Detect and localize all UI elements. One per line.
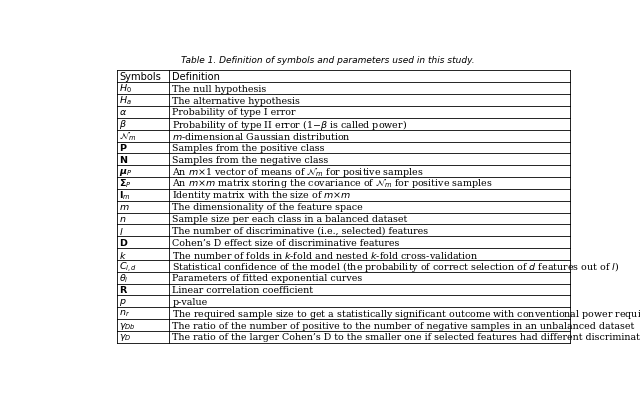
Text: Probability of type I error: Probability of type I error — [172, 108, 296, 117]
Text: $n_r$: $n_r$ — [119, 308, 131, 319]
Text: The ratio of the number of positive to the number of negative samples in an unba: The ratio of the number of positive to t… — [172, 321, 634, 330]
Text: Sample size per each class in a balanced dataset: Sample size per each class in a balanced… — [172, 215, 408, 223]
Text: $k$: $k$ — [119, 249, 127, 260]
Text: Symbols: Symbols — [119, 72, 161, 82]
Text: Samples from the positive class: Samples from the positive class — [172, 144, 324, 152]
Text: N: N — [119, 156, 127, 164]
Text: The required sample size to get a statistically significant outcome with convent: The required sample size to get a statis… — [172, 306, 640, 320]
Text: $m$: $m$ — [119, 203, 130, 212]
Text: Identity matrix with the size of $m$×$m$: Identity matrix with the size of $m$×$m$ — [172, 189, 351, 202]
Text: $\gamma_D$: $\gamma_D$ — [119, 332, 132, 342]
Text: $l$: $l$ — [119, 225, 124, 236]
Text: The ratio of the larger Cohen’s D to the smaller one if selected features had di: The ratio of the larger Cohen’s D to the… — [172, 332, 640, 342]
Text: $H_a$: $H_a$ — [119, 95, 132, 107]
Text: $\boldsymbol{\mu}_P$: $\boldsymbol{\mu}_P$ — [119, 166, 132, 177]
Text: $\boldsymbol{\Sigma}_P$: $\boldsymbol{\Sigma}_P$ — [119, 177, 132, 190]
Text: The number of discriminative (i.e., selected) features: The number of discriminative (i.e., sele… — [172, 226, 428, 235]
Text: $\theta_i$: $\theta_i$ — [119, 272, 129, 284]
Text: p-value: p-value — [172, 297, 207, 306]
Text: The number of folds in $k$-fold and nested $k$-fold cross-validation: The number of folds in $k$-fold and nest… — [172, 249, 479, 260]
Text: $p$: $p$ — [119, 296, 127, 307]
Text: D: D — [119, 238, 127, 247]
Text: $\mathbf{I}_m$: $\mathbf{I}_m$ — [119, 189, 131, 202]
Text: Linear correlation coefficient: Linear correlation coefficient — [172, 286, 313, 294]
Text: An $m$×1 vector of means of $\mathcal{N}_m$ for positive samples: An $m$×1 vector of means of $\mathcal{N}… — [172, 165, 424, 178]
Text: Definition: Definition — [172, 72, 220, 82]
Text: Cohen’s D effect size of discriminative features: Cohen’s D effect size of discriminative … — [172, 238, 399, 247]
Text: R: R — [119, 286, 127, 294]
Text: The null hypothesis: The null hypothesis — [172, 85, 266, 93]
Text: The dimensionality of the feature space: The dimensionality of the feature space — [172, 203, 363, 212]
Text: Samples from the negative class: Samples from the negative class — [172, 156, 328, 164]
Text: Probability of type II error (1−$\beta$ is called power): Probability of type II error (1−$\beta$ … — [172, 117, 407, 132]
Text: $\alpha$: $\alpha$ — [119, 108, 127, 117]
Text: P: P — [119, 144, 126, 152]
Text: $\mathcal{N}_m$: $\mathcal{N}_m$ — [119, 130, 136, 142]
Text: $n$: $n$ — [119, 215, 127, 223]
Text: The alternative hypothesis: The alternative hypothesis — [172, 96, 300, 105]
Text: $\beta$: $\beta$ — [119, 118, 127, 131]
Text: An $m$×$m$ matrix storing the covariance of $\mathcal{N}_m$ for positive samples: An $m$×$m$ matrix storing the covariance… — [172, 177, 493, 190]
Text: Table 1. Definition of symbols and parameters used in this study.: Table 1. Definition of symbols and param… — [181, 56, 475, 65]
Text: $\gamma_{Db}$: $\gamma_{Db}$ — [119, 320, 136, 331]
Text: Parameters of fitted exponential curves: Parameters of fitted exponential curves — [172, 273, 362, 283]
Text: $C_{l,d}$: $C_{l,d}$ — [119, 259, 138, 273]
Text: Statistical confidence of the model (the probability of correct selection of $d$: Statistical confidence of the model (the… — [172, 259, 620, 273]
Text: $m$-dimensional Gaussian distribution: $m$-dimensional Gaussian distribution — [172, 131, 351, 142]
Text: $H_0$: $H_0$ — [119, 83, 132, 95]
